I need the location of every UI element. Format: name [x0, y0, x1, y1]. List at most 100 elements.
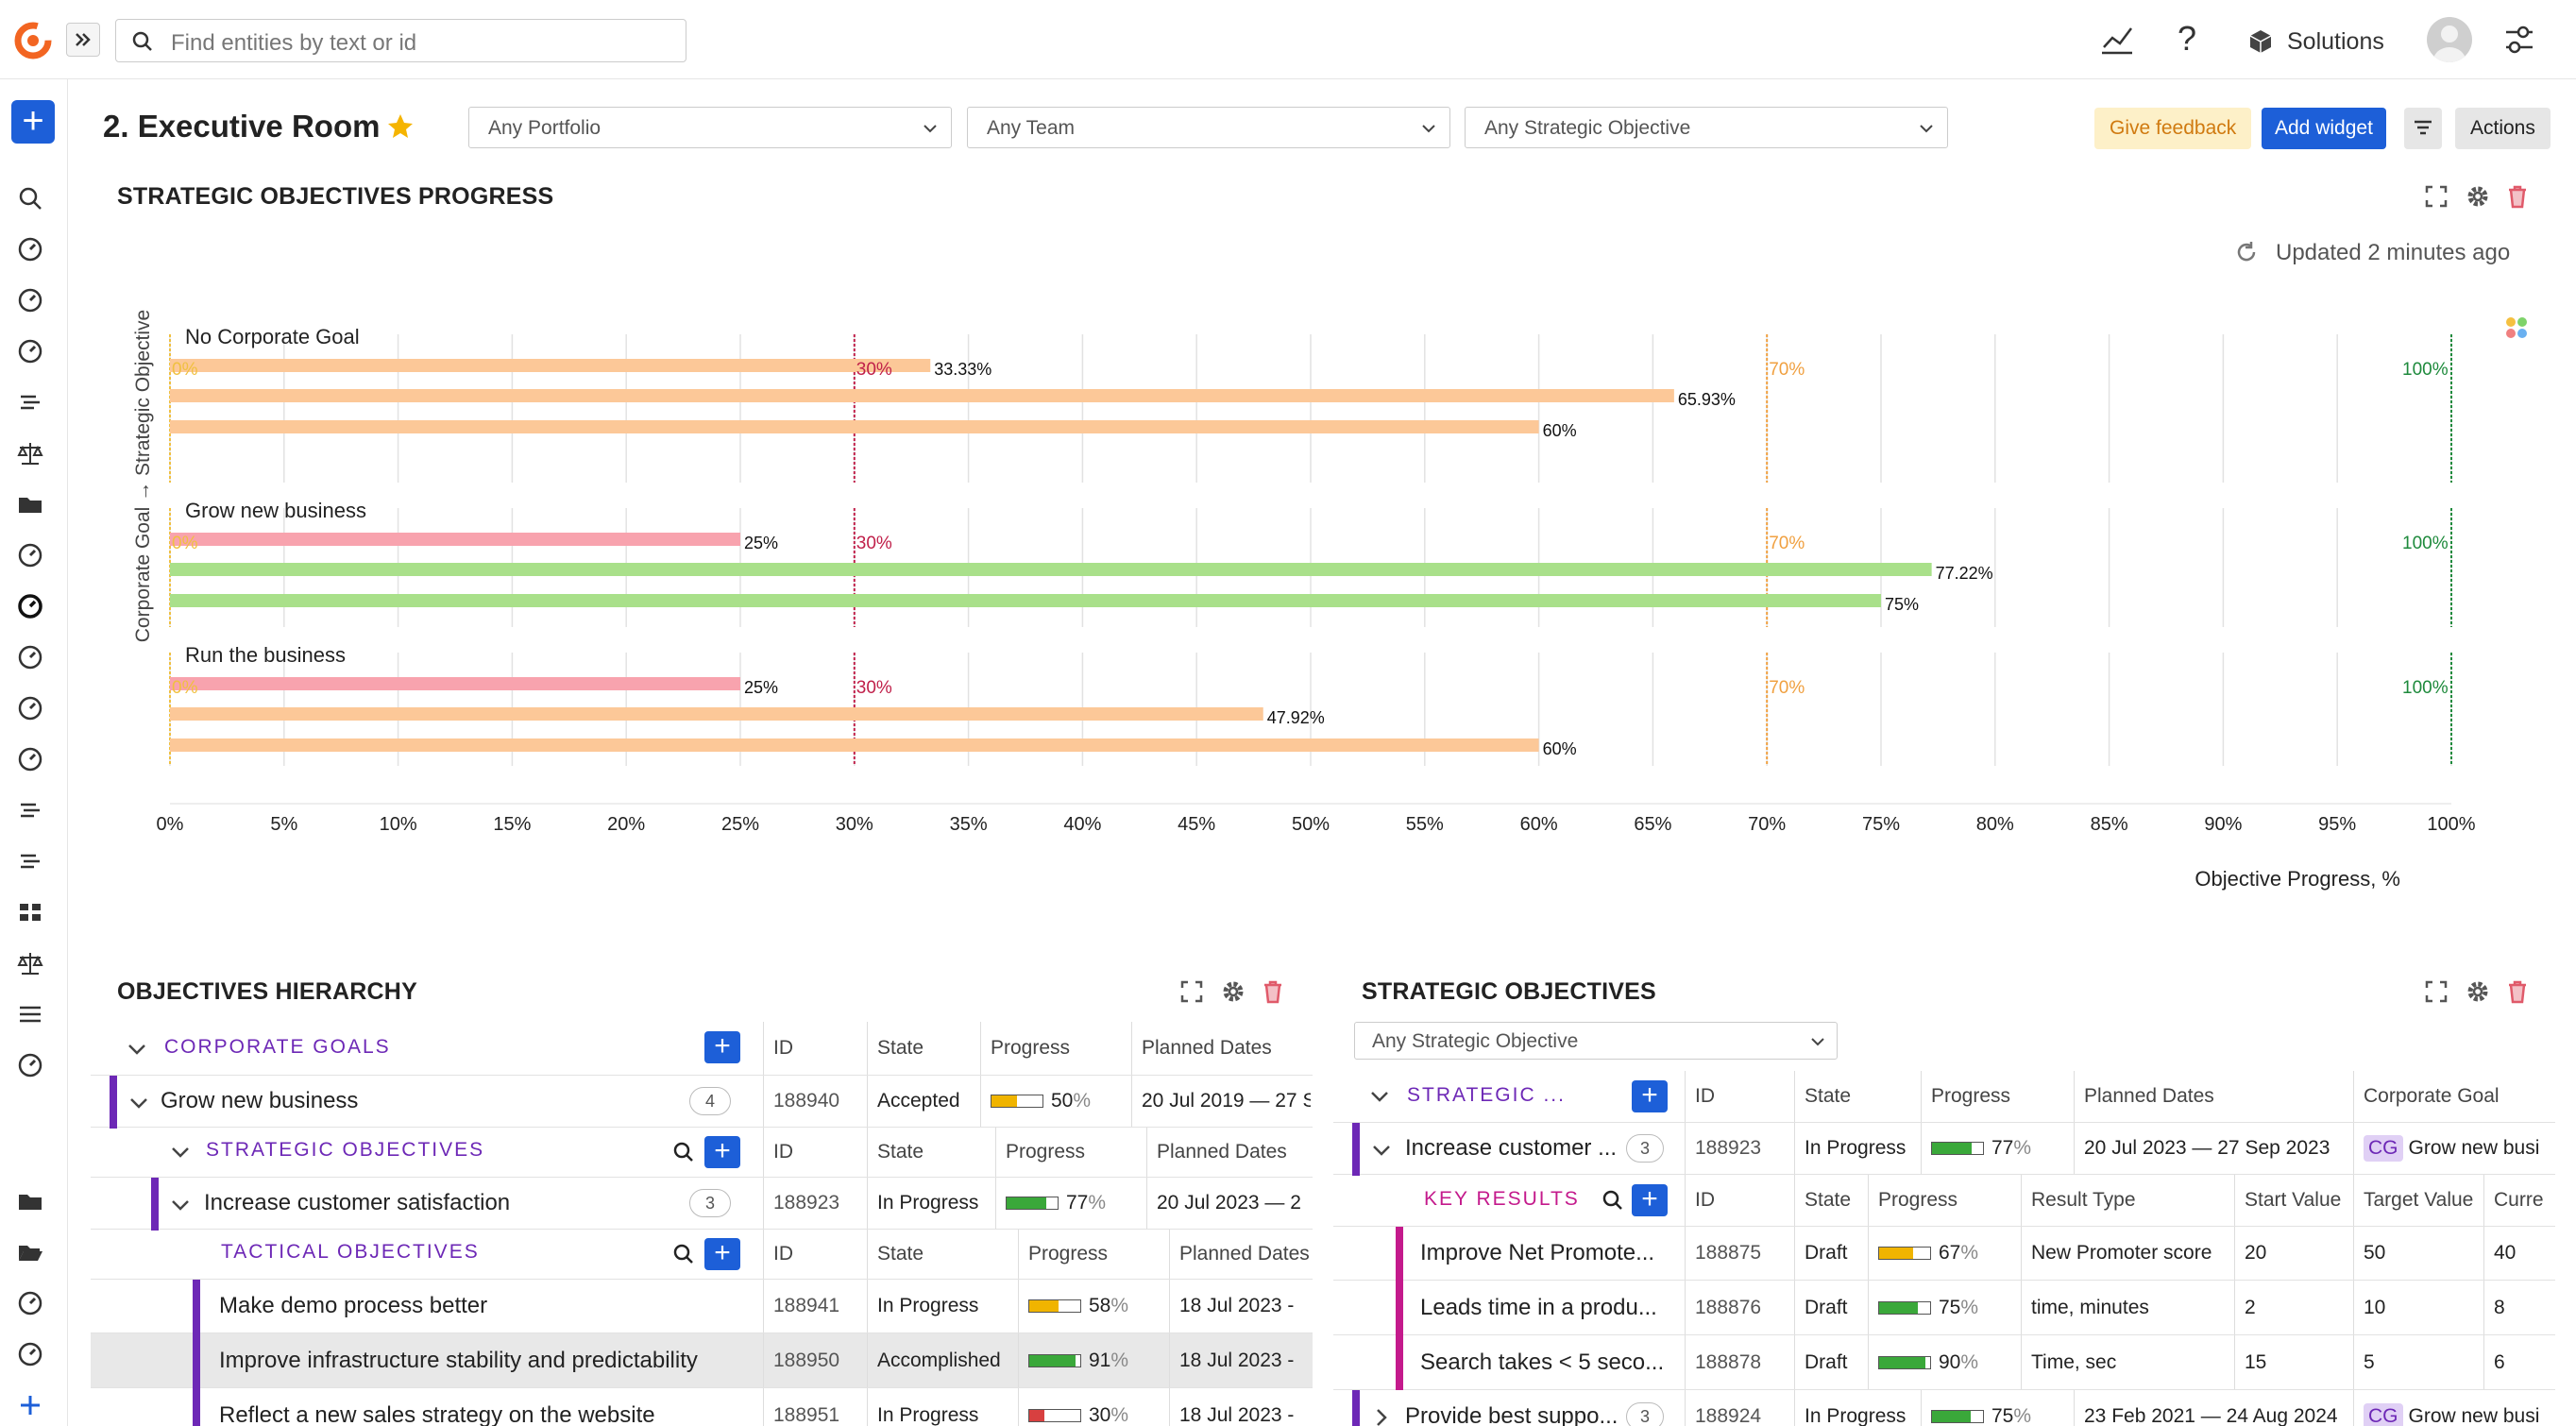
row-handle[interactable] — [1396, 1281, 1403, 1335]
row-handle[interactable] — [193, 1280, 200, 1334]
strategic-objective-row[interactable]: Provide best suppo... 3 188924 In Progre… — [1333, 1390, 2555, 1426]
fullscreen-icon[interactable] — [2423, 978, 2449, 1005]
app-logo[interactable] — [13, 21, 53, 60]
add-corporate-goal-button[interactable]: + — [704, 1031, 740, 1063]
row-handle[interactable] — [1396, 1335, 1403, 1390]
add-widget-button[interactable]: Add widget — [2262, 108, 2386, 149]
column-header[interactable]: Curre — [2483, 1175, 2544, 1226]
key-result-row[interactable]: Search takes < 5 seco... 188878 Draft 90… — [1333, 1335, 2555, 1390]
objective-name[interactable]: Improve infrastructure stability and pre… — [219, 1347, 698, 1373]
column-header[interactable]: ID — [763, 1022, 793, 1075]
give-feedback-button[interactable]: Give feedback — [2094, 108, 2252, 149]
key-result-name[interactable]: Search takes < 5 seco... — [1420, 1349, 1665, 1375]
gear-icon[interactable] — [2465, 183, 2491, 210]
row-handle[interactable] — [151, 1178, 159, 1231]
search-icon[interactable] — [672, 1141, 695, 1163]
column-header[interactable]: State — [867, 1230, 924, 1279]
nav-folder-icon[interactable] — [13, 487, 47, 521]
row-handle[interactable] — [1352, 1123, 1360, 1176]
filter-button[interactable] — [2404, 108, 2442, 149]
column-header[interactable]: Target Value — [2353, 1175, 2473, 1226]
key-result-row[interactable]: Leads time in a produ... 188876 Draft 75… — [1333, 1281, 2555, 1335]
refresh-icon[interactable] — [2234, 240, 2259, 264]
chevron-right-icon[interactable] — [1371, 1407, 1392, 1426]
row-handle[interactable] — [193, 1333, 200, 1388]
search-input[interactable]: Find entities by text or id — [115, 19, 686, 62]
nav-gauge-icon[interactable] — [13, 1337, 47, 1371]
goal-name[interactable]: Grow new business — [161, 1088, 359, 1113]
nav-search-icon[interactable] — [13, 181, 47, 215]
column-header[interactable]: Result Type — [2021, 1175, 2136, 1226]
objective-name[interactable]: Reflect a new sales strategy on the webs… — [219, 1401, 655, 1426]
search-icon[interactable] — [672, 1243, 695, 1265]
nav-gauge-icon[interactable] — [13, 1286, 47, 1320]
column-header[interactable]: State — [867, 1022, 924, 1075]
key-result-name[interactable]: Leads time in a produ... — [1420, 1294, 1657, 1320]
nav-list-icon[interactable] — [13, 793, 47, 827]
trash-icon[interactable] — [2504, 183, 2531, 210]
column-header[interactable]: Progress — [995, 1128, 1085, 1177]
nav-gauge-icon[interactable] — [13, 538, 47, 572]
column-header[interactable]: Progress — [1921, 1071, 2010, 1122]
nav-gauge-icon[interactable] — [13, 691, 47, 725]
nav-folder-icon[interactable] — [13, 1184, 47, 1218]
chevron-down-icon[interactable] — [170, 1195, 191, 1215]
row-handle[interactable] — [1352, 1390, 1360, 1426]
nav-gauge-icon[interactable] — [13, 640, 47, 674]
legend-dots-icon[interactable] — [2504, 315, 2529, 340]
nav-gauge-icon[interactable] — [13, 742, 47, 776]
team-filter[interactable]: Any Team — [967, 107, 1450, 148]
trash-icon[interactable] — [1260, 978, 1286, 1005]
objective-name[interactable]: Provide best suppo... — [1405, 1402, 1618, 1426]
gear-icon[interactable] — [1220, 978, 1246, 1005]
column-header[interactable]: Planned Dates — [1131, 1022, 1272, 1075]
objective-name[interactable]: Increase customer ... — [1405, 1135, 1618, 1161]
search-icon[interactable] — [1602, 1189, 1624, 1212]
chevron-down-icon[interactable] — [1369, 1086, 1390, 1107]
add-tactical-objective-button[interactable]: + — [704, 1238, 740, 1270]
column-header[interactable]: Corporate Goal — [2353, 1071, 2500, 1122]
nav-gauge-icon[interactable] — [13, 1048, 47, 1082]
actions-button[interactable]: Actions — [2455, 108, 2551, 149]
nav-gauge-icon[interactable] — [13, 334, 47, 368]
tactical-objective-row[interactable]: Reflect a new sales strategy on the webs… — [91, 1388, 1313, 1426]
create-button[interactable]: + — [11, 100, 55, 144]
key-result-row[interactable]: Improve Net Promote... 188875 Draft 67% … — [1333, 1226, 2555, 1282]
add-strategic-objective-button[interactable]: + — [704, 1136, 740, 1168]
column-header[interactable]: State — [1794, 1175, 1851, 1226]
corporate-goal-cell[interactable]: CG Grow new busi — [2353, 1390, 2555, 1426]
expand-icon[interactable] — [66, 23, 100, 57]
column-header[interactable]: Planned Dates — [1169, 1230, 1310, 1279]
star-icon[interactable] — [386, 112, 415, 141]
nav-gauge-icon-active[interactable] — [13, 589, 47, 623]
chart-line-icon[interactable] — [2100, 25, 2134, 57]
nav-grid-icon[interactable] — [13, 895, 47, 929]
column-header[interactable]: State — [1794, 1071, 1851, 1122]
help-icon[interactable]: ? — [2178, 19, 2197, 58]
row-handle[interactable] — [193, 1388, 200, 1426]
nav-list-icon[interactable] — [13, 385, 47, 419]
nav-gauge-icon[interactable] — [13, 232, 47, 266]
strategic-objective-filter[interactable]: Any Strategic Objective — [1354, 1022, 1838, 1060]
objective-name[interactable]: Increase customer satisfaction — [204, 1190, 511, 1215]
key-result-name[interactable]: Improve Net Promote... — [1420, 1240, 1655, 1265]
portfolio-filter[interactable]: Any Portfolio — [468, 107, 952, 148]
nav-scale-icon[interactable] — [13, 946, 47, 980]
column-header[interactable]: ID — [763, 1230, 793, 1279]
tactical-objective-row[interactable]: Improve infrastructure stability and pre… — [91, 1333, 1313, 1388]
strategic-objective-row[interactable]: Increase customer satisfaction 3 188923 … — [91, 1177, 1313, 1231]
trash-icon[interactable] — [2504, 978, 2531, 1005]
column-header[interactable]: Start Value — [2234, 1175, 2341, 1226]
column-header[interactable]: Progress — [1868, 1175, 1957, 1226]
nav-gauge-icon[interactable] — [13, 283, 47, 317]
add-key-result-button[interactable]: + — [1632, 1184, 1668, 1216]
column-header[interactable]: Progress — [1018, 1230, 1108, 1279]
chevron-down-icon[interactable] — [170, 1142, 191, 1163]
column-header[interactable]: Progress — [980, 1022, 1070, 1075]
fullscreen-icon[interactable] — [1178, 978, 1205, 1005]
strategic-objective-row[interactable]: Increase customer ... 3 188923 In Progre… — [1333, 1122, 2555, 1176]
gear-icon[interactable] — [2465, 978, 2491, 1005]
nav-folder-open-icon[interactable] — [13, 1235, 47, 1269]
row-handle[interactable] — [1396, 1227, 1403, 1282]
solutions-button[interactable]: Solutions — [2247, 23, 2384, 60]
